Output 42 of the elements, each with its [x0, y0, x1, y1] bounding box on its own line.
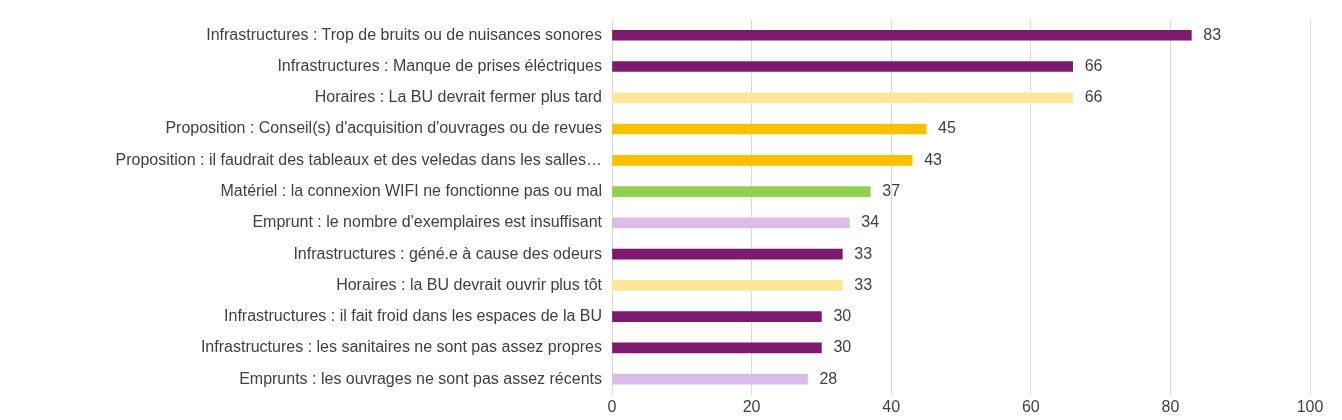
x-tick-label: 40: [882, 397, 901, 415]
y-tick-label: Infrastructures : Manque de prises éléctriques: [277, 56, 602, 74]
y-tick-label: Infrastructures : géné.e à cause des odeurs: [293, 244, 602, 262]
y-tick-label: Infrastructures : les sanitaires ne sont pas assez propres: [200, 338, 602, 356]
bar: [612, 92, 1074, 104]
bar: [612, 373, 808, 385]
bar: [612, 280, 843, 291]
data-label: 30: [833, 338, 852, 356]
y-tick-label: Horaires : La BU devrait fermer plus tard: [314, 88, 602, 106]
data-label: 43: [924, 150, 943, 168]
data-label: 30: [833, 307, 852, 325]
bar: [612, 61, 1074, 72]
data-label: 33: [854, 244, 873, 262]
x-tick-label: 100: [1296, 397, 1324, 415]
data-label: 34: [861, 213, 880, 231]
x-tick-label: 80: [1161, 397, 1180, 415]
bar: [612, 248, 843, 260]
data-label: 45: [938, 119, 956, 137]
y-tick-label: Infrastructures : Trop de bruits ou de nuisances sonores: [206, 25, 602, 43]
data-label: 28: [819, 369, 838, 387]
bar: [612, 342, 822, 354]
data-label: 83: [1203, 25, 1222, 43]
bar: [612, 154, 913, 166]
bar: [612, 186, 871, 197]
x-tick-label: 60: [1021, 397, 1040, 415]
y-tick-label: Proposition : il faudrait des tableaux et des veledas dans les salles…: [115, 150, 602, 168]
bar: [612, 29, 1192, 41]
data-label: 66: [1084, 56, 1103, 74]
data-label: 66: [1084, 88, 1103, 106]
y-tick-label: Horaires : la BU devrait ouvrir plus tôt: [336, 275, 603, 293]
data-label: 33: [854, 275, 873, 293]
bar: [612, 217, 850, 229]
x-tick-label: 20: [742, 397, 761, 415]
y-tick-label: Emprunt : le nombre d'exemplaires est insuffisant: [252, 213, 603, 231]
y-tick-label: Emprunts : les ouvrages ne sont pas assez récents: [239, 369, 602, 387]
y-tick-label: Matériel : la connexion WIFI ne fonctionne pas ou mal: [220, 181, 602, 199]
bar: [612, 311, 822, 322]
data-label: 37: [882, 181, 901, 199]
y-tick-label: Infrastructures : il fait froid dans les espaces de la BU: [224, 307, 602, 325]
y-tick-label: Proposition : Conseil(s) d'acquisition d'ouvrages ou de revues: [165, 119, 602, 137]
bar: [612, 123, 927, 135]
x-tick-label: 0: [607, 397, 617, 415]
